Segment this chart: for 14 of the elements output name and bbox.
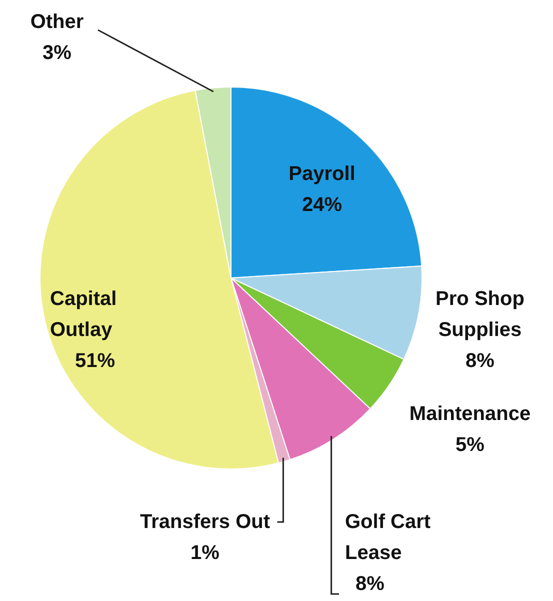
data-label: 51% bbox=[75, 350, 116, 372]
slice-label: Maintenance bbox=[409, 403, 531, 425]
slice-label: Capital Outlay bbox=[50, 288, 117, 341]
data-label: 8% bbox=[356, 573, 385, 595]
slice-label: Transfers Out bbox=[140, 511, 270, 533]
data-label: 24% bbox=[302, 194, 342, 216]
slice-label: Other bbox=[30, 11, 84, 33]
slice-label: Payroll bbox=[288, 163, 356, 185]
data-label: 3% bbox=[42, 42, 72, 64]
slice-label: Golf Cart Lease bbox=[345, 511, 431, 564]
data-label: 5% bbox=[456, 434, 485, 456]
data-label: 1% bbox=[190, 542, 220, 564]
slice-label: Pro Shop Supplies bbox=[436, 288, 524, 341]
data-label: 8% bbox=[466, 350, 495, 372]
